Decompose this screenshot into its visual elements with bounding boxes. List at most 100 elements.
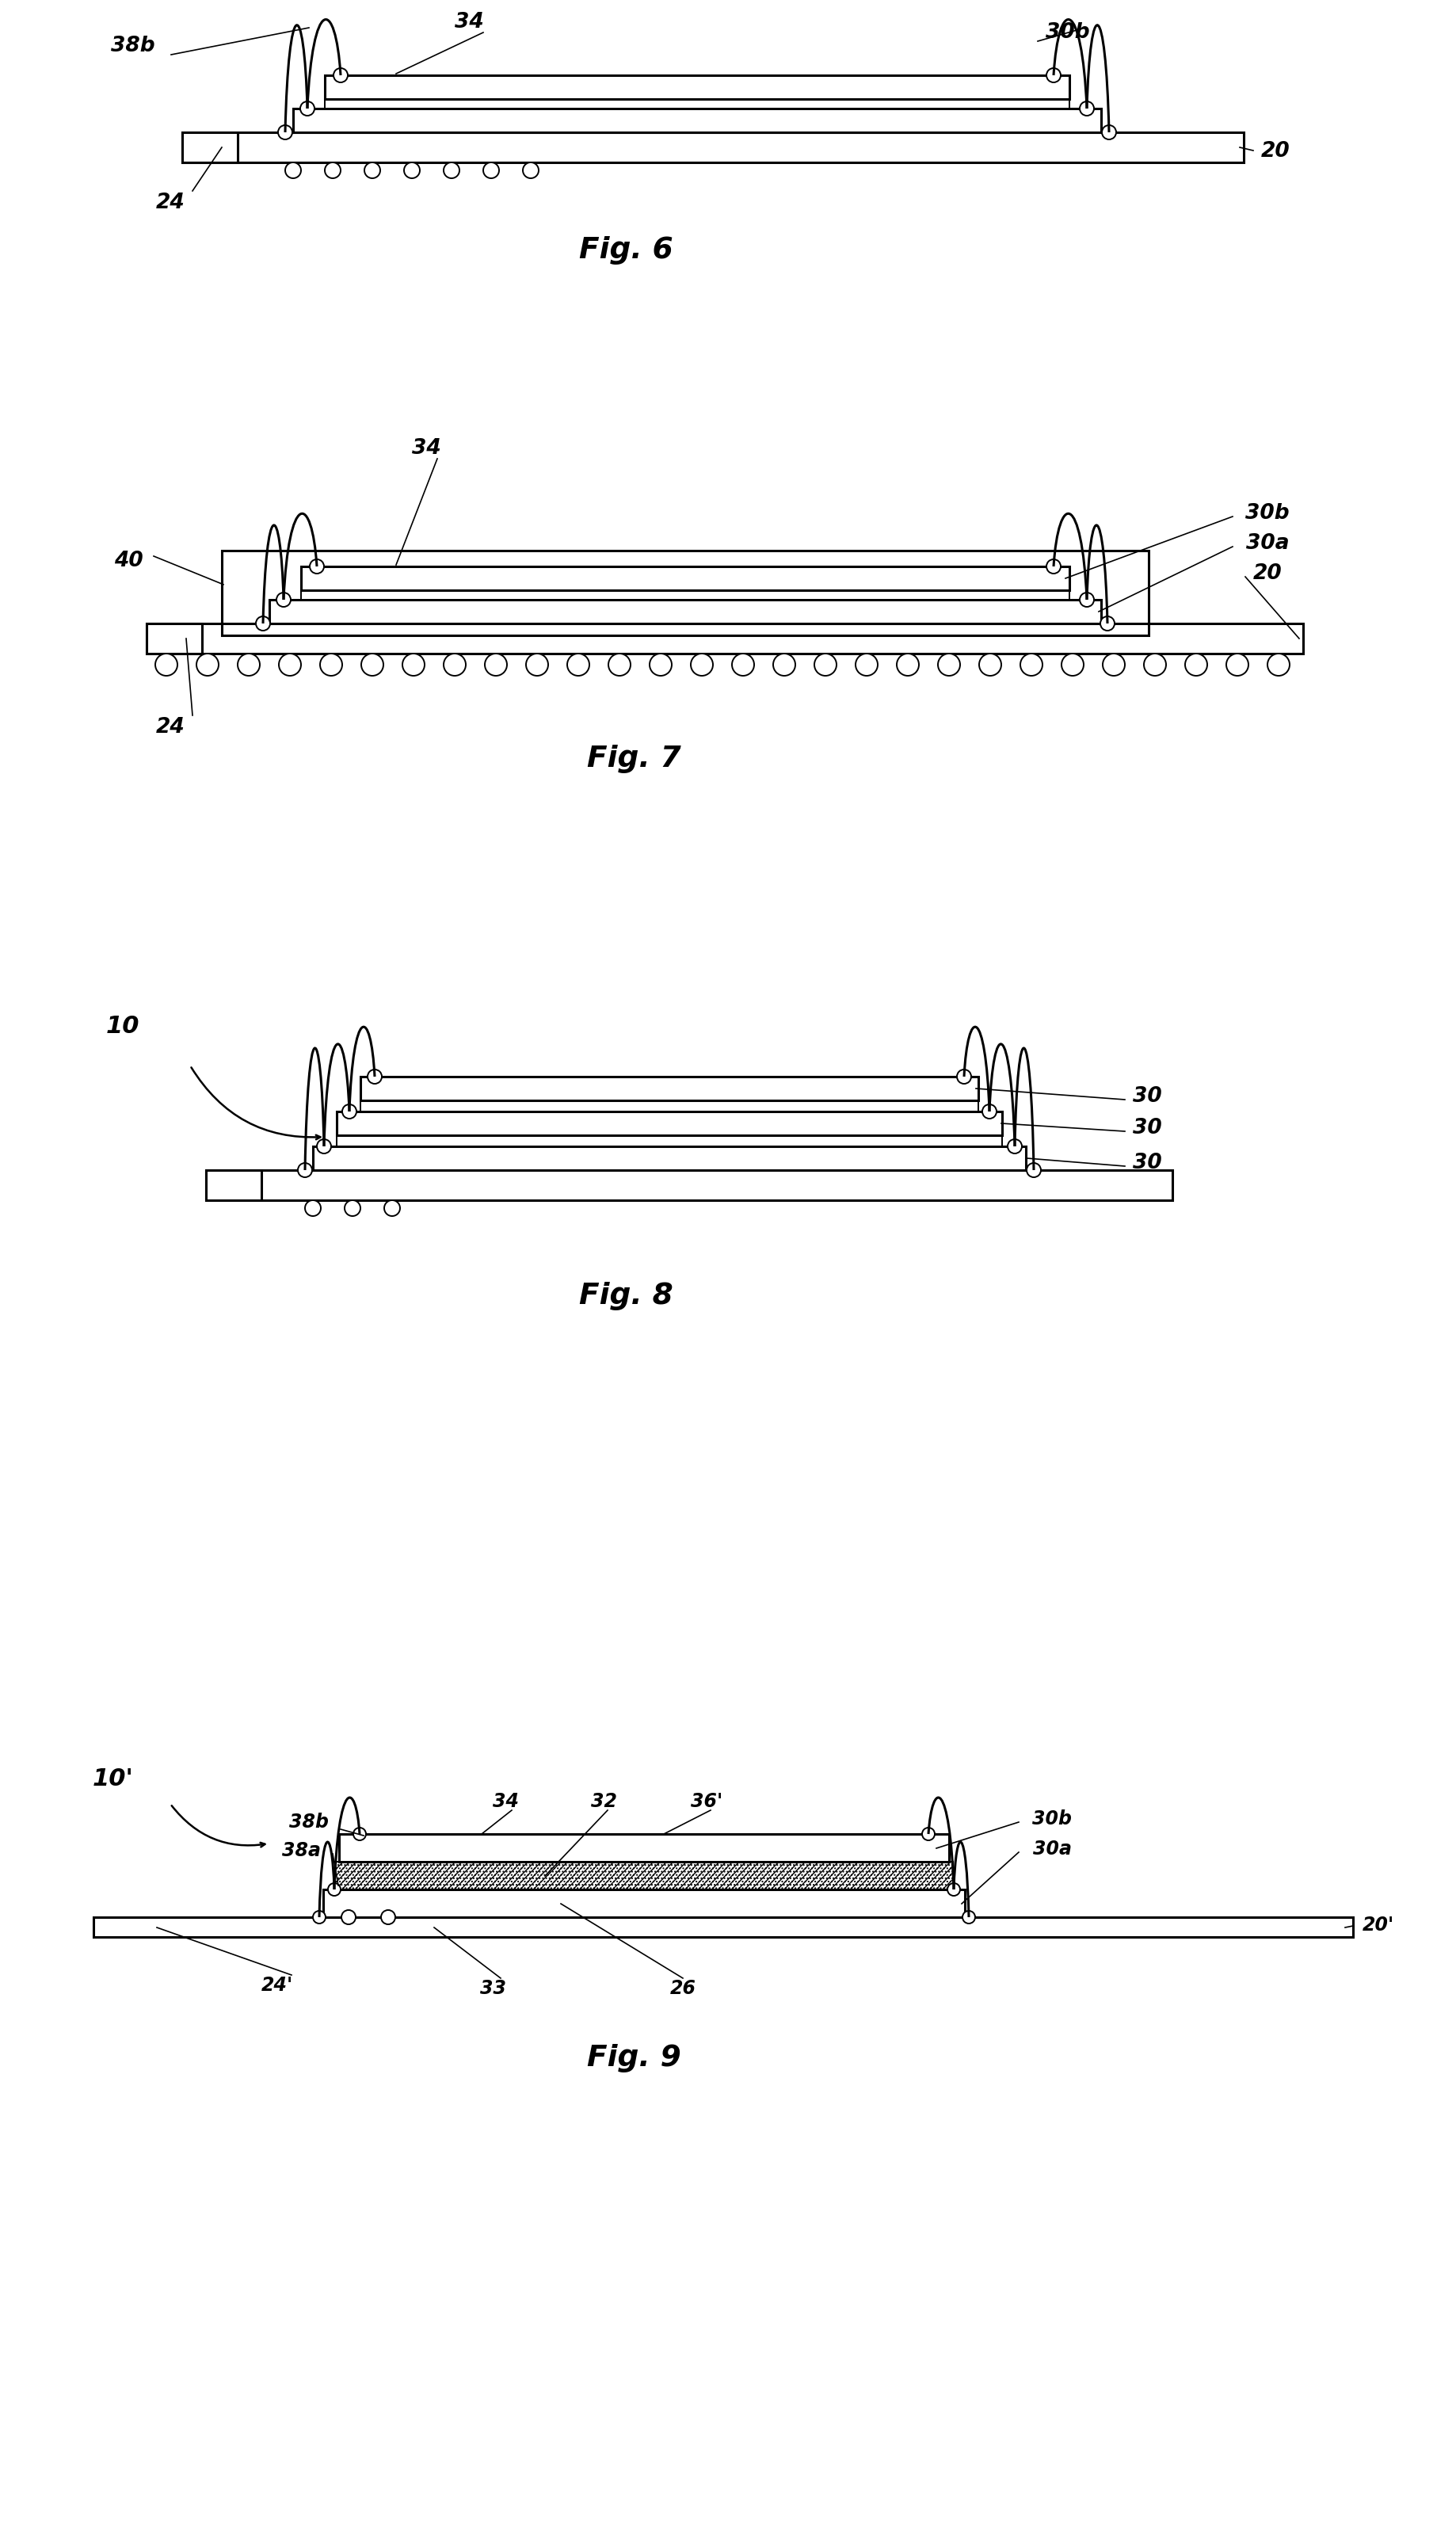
Bar [335,1862,954,1890]
Circle shape [384,1200,400,1217]
Bar [205,1172,1172,1200]
Circle shape [277,593,291,606]
Circle shape [310,560,325,573]
Text: 34: 34 [492,1791,518,1811]
Text: 20': 20' [1363,1915,1395,1933]
Circle shape [317,1139,331,1154]
Circle shape [298,1164,312,1177]
Text: 30: 30 [1133,1118,1162,1139]
Circle shape [1021,655,1042,678]
Text: 30b: 30b [1032,1808,1072,1829]
Circle shape [1144,655,1166,678]
Circle shape [649,655,671,678]
Circle shape [197,655,218,678]
Bar [325,99,1069,110]
Text: 33: 33 [479,1979,505,1997]
Circle shape [300,102,314,117]
Circle shape [381,1910,395,1926]
Circle shape [526,655,547,678]
Circle shape [1047,69,1061,84]
Circle shape [523,163,539,178]
Circle shape [328,1882,341,1895]
Circle shape [1101,616,1115,632]
Circle shape [237,655,259,678]
Circle shape [403,163,419,178]
Bar [361,1077,978,1100]
Text: Fig. 8: Fig. 8 [579,1281,673,1309]
Circle shape [313,1910,326,1923]
Circle shape [156,655,178,678]
Circle shape [402,655,425,678]
Circle shape [364,163,380,178]
Bar [147,624,202,655]
Bar [323,1890,965,1918]
Bar [336,1113,1002,1136]
Circle shape [367,1070,381,1085]
Circle shape [938,655,960,678]
Text: 24': 24' [261,1974,293,1994]
Text: 34: 34 [454,13,483,33]
Circle shape [856,655,878,678]
Text: 24: 24 [156,194,185,214]
Circle shape [568,655,590,678]
Bar [182,132,1243,163]
Circle shape [278,125,293,140]
Text: 34: 34 [412,438,441,458]
Text: 20: 20 [1254,563,1283,583]
Circle shape [483,163,499,178]
Circle shape [897,655,919,678]
Circle shape [341,1910,355,1926]
Circle shape [948,1882,960,1895]
Circle shape [1185,655,1207,678]
Bar [339,1834,949,1862]
Text: Fig. 7: Fig. 7 [587,744,681,772]
Text: 38a: 38a [281,1841,320,1859]
Text: 40: 40 [114,550,143,571]
Circle shape [354,1829,365,1841]
Circle shape [609,655,630,678]
Bar [221,550,1149,637]
Circle shape [280,655,301,678]
Bar [361,1100,978,1113]
Text: 30a: 30a [1246,532,1289,553]
Circle shape [1061,655,1083,678]
Circle shape [444,163,460,178]
Bar [301,591,1069,601]
Circle shape [361,655,383,678]
Text: 38b: 38b [111,36,156,56]
Text: 10: 10 [106,1014,140,1037]
Text: 30a: 30a [1032,1839,1072,1857]
Circle shape [345,1200,361,1217]
Circle shape [285,163,301,178]
Bar [301,568,1069,591]
Circle shape [978,655,1002,678]
Text: 32: 32 [591,1791,617,1811]
Bar [182,132,237,163]
Circle shape [690,655,713,678]
Text: 10': 10' [93,1768,134,1791]
Bar [313,1146,1026,1172]
Text: 30b: 30b [1245,502,1290,525]
Circle shape [256,616,271,632]
Circle shape [962,1910,976,1923]
Circle shape [1008,1139,1022,1154]
Text: 38b: 38b [290,1811,329,1831]
Circle shape [304,1200,320,1217]
Text: 30: 30 [1133,1085,1162,1105]
Circle shape [1080,593,1093,606]
Bar [325,76,1069,99]
Text: 24: 24 [156,716,185,736]
Circle shape [320,655,342,678]
Circle shape [1102,655,1125,678]
Circle shape [922,1829,935,1841]
Bar [293,110,1101,132]
Bar [147,624,1303,655]
Circle shape [485,655,507,678]
Circle shape [1080,102,1093,117]
Text: 30: 30 [1133,1151,1162,1174]
Circle shape [1047,560,1061,573]
Text: 26: 26 [670,1979,696,1997]
Circle shape [732,655,754,678]
Text: 30b: 30b [1045,23,1091,43]
Circle shape [325,163,341,178]
